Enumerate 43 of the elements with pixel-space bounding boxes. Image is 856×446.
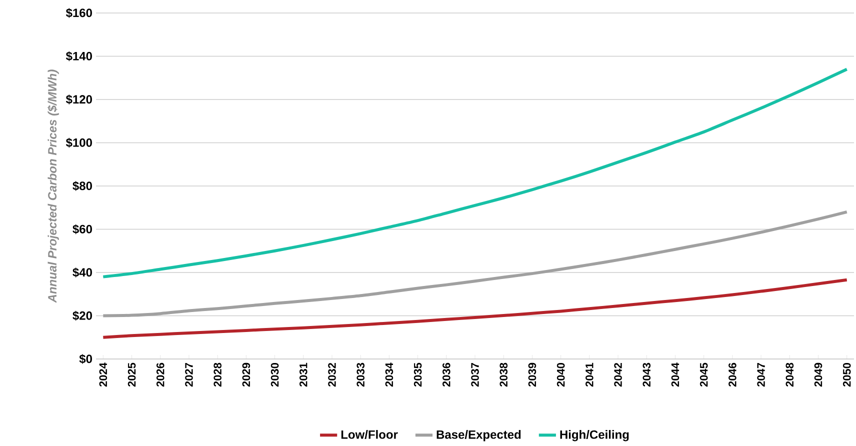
x-tick-label: 2050 <box>842 362 851 387</box>
y-axis-title: Annual Projected Carbon Prices ($/MWh) <box>48 70 59 303</box>
x-tick-label: 2042 <box>614 362 622 387</box>
y-tick-label: $120 <box>66 94 92 104</box>
line-series <box>102 68 848 278</box>
x-tick-label: 2028 <box>214 362 222 387</box>
x-tick-label: 2041 <box>586 362 594 387</box>
x-tick-label: 2025 <box>128 362 136 387</box>
x-tick-label: 2038 <box>500 362 508 387</box>
x-tick-label: 2030 <box>270 362 279 387</box>
x-tick-label: 2037 <box>471 363 479 387</box>
x-tick-label: 2036 <box>442 362 450 387</box>
y-tick-label: $100 <box>66 138 92 148</box>
x-tick-label: 2049 <box>814 362 822 387</box>
x-tick-label: 2048 <box>786 362 794 387</box>
x-tick-label: 2040 <box>556 362 565 387</box>
x-tick-label: 2029 <box>242 362 250 387</box>
x-tick-label: 2033 <box>356 362 364 387</box>
y-tick-label: $20 <box>72 310 92 321</box>
legend-label: Low/Floor <box>341 430 398 439</box>
y-tick-label: $140 <box>66 51 92 62</box>
x-tick-label: 2047 <box>757 363 765 387</box>
x-tick-label: 2031 <box>299 362 308 387</box>
legend-label: High/Ceiling <box>560 430 629 442</box>
x-tick-label: 2027 <box>185 363 193 387</box>
x-tick-label: 2043 <box>642 362 651 387</box>
line-series <box>102 278 848 339</box>
x-tick-label: 2046 <box>728 362 736 387</box>
x-tick-label: 2024 <box>99 362 108 387</box>
y-tick-label: $0 <box>79 354 92 364</box>
x-tick-label: 2026 <box>156 362 164 387</box>
x-tick-label: 2032 <box>328 362 336 387</box>
legend-label: Base/Expected <box>436 430 521 442</box>
y-tick-label: $160 <box>66 8 92 18</box>
x-tick-label: 2035 <box>414 362 422 387</box>
line-series <box>102 210 848 318</box>
x-tick-label: 2039 <box>528 362 536 387</box>
x-tick-label: 2045 <box>700 362 708 387</box>
x-tick-label: 2044 <box>671 362 680 387</box>
x-tick-label: 2034 <box>385 362 394 387</box>
y-tick-label: $80 <box>72 181 92 191</box>
y-tick-label: $60 <box>72 224 92 234</box>
y-tick-label: $40 <box>72 268 92 278</box>
